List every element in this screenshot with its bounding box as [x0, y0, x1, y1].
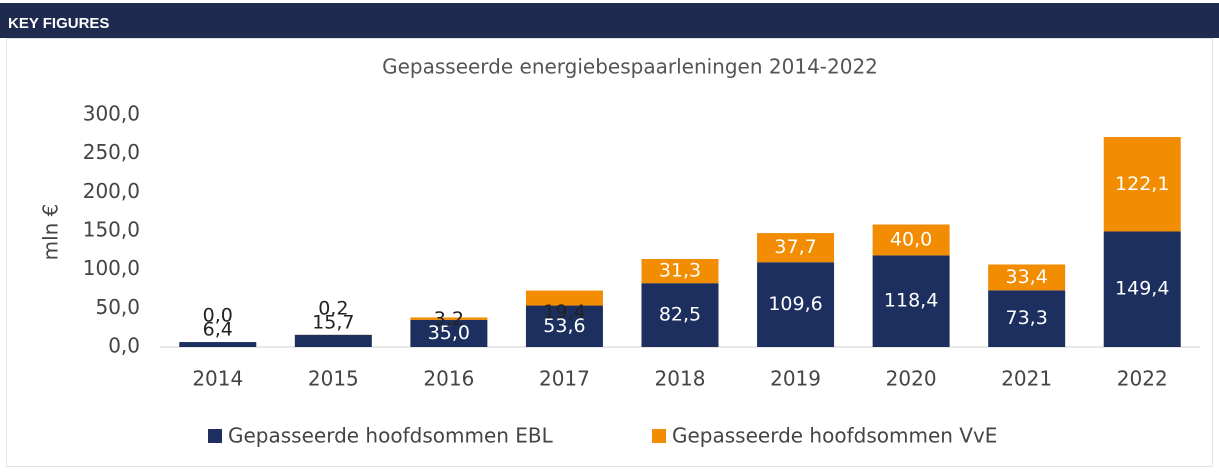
data-label: 149,4: [1115, 278, 1169, 300]
data-label: 40,0: [890, 228, 932, 250]
x-tick-label: 2016: [423, 367, 474, 391]
legend-label: Gepasseerde hoofdsommen EBL: [228, 424, 554, 448]
data-label: 31,3: [659, 260, 701, 282]
bar-segment: [179, 342, 256, 347]
x-tick-label: 2019: [770, 367, 821, 391]
y-tick-label: 0,0: [108, 334, 140, 358]
data-label: 82,5: [659, 304, 701, 326]
legend-label: Gepasseerde hoofdsommen VvE: [672, 424, 997, 448]
x-tick-label: 2017: [539, 367, 590, 391]
data-label: 19,4: [543, 301, 585, 323]
legend-swatch: [208, 429, 222, 443]
data-label: 0,2: [318, 297, 348, 319]
y-tick-label: 200,0: [83, 179, 140, 203]
header-title: KEY FIGURES: [8, 15, 109, 32]
x-tick-label: 2021: [1001, 367, 1052, 391]
chart-title: Gepasseerde energiebespaarleningen 2014-…: [382, 55, 878, 79]
data-label: 118,4: [884, 290, 938, 312]
data-label: 122,1: [1115, 173, 1169, 195]
x-tick-label: 2014: [192, 367, 243, 391]
x-tick-label: 2018: [655, 367, 706, 391]
x-tick-label: 2022: [1117, 367, 1168, 391]
y-tick-label: 50,0: [95, 295, 140, 319]
data-label: 33,4: [1006, 266, 1048, 288]
y-tick-label: 250,0: [83, 140, 140, 164]
y-axis-title: mln €: [39, 204, 63, 261]
y-tick-label: 100,0: [83, 256, 140, 280]
data-label: 3,2: [434, 308, 464, 330]
x-tick-label: 2020: [886, 367, 937, 391]
panel-border: [7, 39, 1213, 467]
bar-segment: [295, 335, 372, 347]
data-label: 73,3: [1006, 307, 1048, 329]
data-label: 37,7: [774, 236, 816, 258]
chart: Gepasseerde energiebespaarleningen 2014-…: [39, 55, 878, 261]
header-bar: [0, 3, 1219, 38]
data-label: 0,0: [203, 305, 233, 327]
y-tick-label: 150,0: [83, 218, 140, 242]
x-tick-label: 2015: [308, 367, 359, 391]
data-label: 109,6: [768, 293, 822, 315]
legend-swatch: [652, 429, 666, 443]
y-tick-label: 300,0: [83, 102, 140, 126]
